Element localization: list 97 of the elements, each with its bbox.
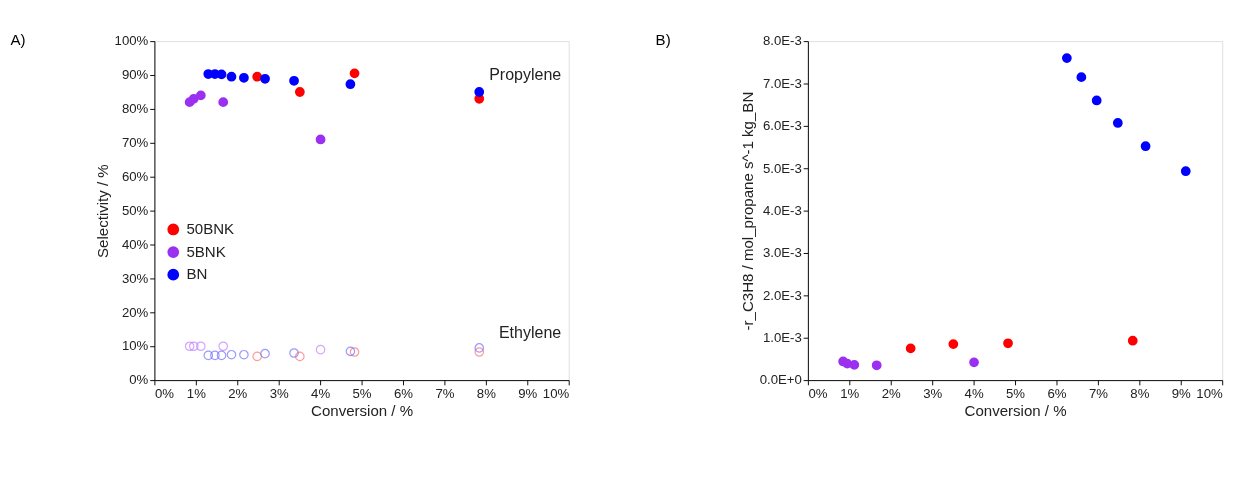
x-tick-label: 4% [964, 385, 984, 401]
y-axis-title: Selectivity / % [94, 164, 111, 258]
point [474, 343, 485, 353]
point [188, 341, 199, 352]
x-tick-label: 2% [881, 385, 902, 401]
y-tick-label: 0.0E+0 [759, 372, 802, 388]
point [315, 134, 326, 145]
x-tick-label: 5% [1006, 385, 1026, 401]
point [260, 73, 270, 84]
point [1180, 166, 1191, 177]
x-tick-label: 10% [1196, 385, 1223, 401]
x-tick-label: 8% [1130, 385, 1150, 401]
x-tick-label: 3% [269, 385, 289, 401]
x-tick-label: 8% [476, 385, 497, 401]
point [218, 97, 229, 108]
point [252, 351, 262, 362]
y-tick-label: 50% [121, 202, 149, 218]
point [1127, 335, 1138, 346]
x-tick-label: 9% [1171, 385, 1192, 401]
point [216, 350, 227, 361]
point [294, 87, 305, 97]
y-tick-label: 1.0E-3 [762, 330, 802, 345]
point [969, 357, 979, 368]
y-tick-label: 3.0E-3 [762, 245, 802, 261]
point [1003, 338, 1013, 349]
point [1140, 141, 1151, 152]
point [184, 341, 195, 352]
point [349, 347, 360, 357]
point [871, 360, 882, 371]
x-tick-label: 7% [1088, 385, 1109, 401]
x-axis-title: Conversion / % [311, 402, 414, 420]
point [203, 350, 214, 361]
x-tick-label: 6% [1047, 385, 1067, 401]
x-axis-title: Conversion / % [964, 402, 1067, 420]
x-tick-label: 0% [808, 385, 828, 401]
point [849, 360, 860, 370]
legend-label: BN [186, 265, 208, 283]
point [188, 93, 199, 104]
y-axis-title: -r_C3H8 / mol_propane s^-1 kg_BN [739, 91, 757, 331]
y-tick-label: 4.0E-3 [762, 202, 802, 218]
legend-label: 50BNK [186, 220, 235, 238]
x-tick-label: 10% [542, 385, 570, 401]
y-tick-label: 30% [121, 270, 149, 286]
y-tick-label: 100% [114, 33, 149, 49]
x-tick-label: 9% [518, 385, 538, 401]
point [210, 350, 220, 361]
y-tick-label: 80% [121, 101, 149, 117]
point [1061, 53, 1072, 63]
x-tick-label: 7% [435, 385, 455, 401]
x-tick-label: 1% [840, 385, 860, 401]
x-tick-label: 0% [154, 385, 175, 401]
y-tick-label: 60% [121, 168, 149, 184]
point [1112, 118, 1123, 128]
x-tick-label: 3% [923, 385, 943, 401]
point [1091, 95, 1102, 106]
text: B) [655, 30, 671, 48]
x-tick-label: 1% [186, 385, 207, 401]
y-tick-label: 70% [121, 135, 149, 151]
y-tick-label: 10% [121, 338, 149, 354]
point [289, 348, 299, 358]
y-tick-label: 5.0E-3 [762, 160, 802, 176]
point [315, 344, 326, 355]
point [295, 351, 305, 362]
point [948, 339, 959, 349]
point [260, 348, 270, 359]
x-tick-label: 6% [393, 385, 414, 401]
y-tick-label: 7.0E-3 [762, 75, 802, 91]
text: A) [10, 30, 26, 48]
point [196, 341, 206, 352]
y-tick-label: 8.0E-3 [762, 33, 802, 49]
point [1076, 72, 1087, 83]
point [289, 75, 299, 86]
point [905, 343, 916, 354]
point [218, 341, 229, 352]
y-tick-label: 90% [121, 67, 149, 83]
y-tick-label: 6.0E-3 [762, 118, 802, 134]
point [349, 68, 360, 79]
y-tick-label: 2.0E-3 [762, 287, 802, 303]
y-tick-label: 20% [121, 304, 149, 320]
point [474, 347, 485, 357]
point [226, 349, 237, 360]
point [345, 79, 356, 90]
point [239, 349, 249, 360]
point [252, 71, 263, 82]
point [474, 87, 485, 97]
point [226, 71, 237, 82]
legend-label: 5BNK [186, 242, 226, 260]
x-tick-label: 4% [311, 385, 331, 401]
point [345, 346, 356, 357]
annotation: Propylene [489, 65, 562, 83]
y-tick-label: 40% [121, 236, 149, 252]
y-tick-label: 0% [129, 372, 149, 388]
x-tick-label: 5% [352, 385, 372, 401]
point [195, 90, 206, 101]
x-tick-label: 2% [228, 385, 248, 401]
point [239, 72, 249, 83]
annotation: Ethylene [498, 323, 562, 341]
